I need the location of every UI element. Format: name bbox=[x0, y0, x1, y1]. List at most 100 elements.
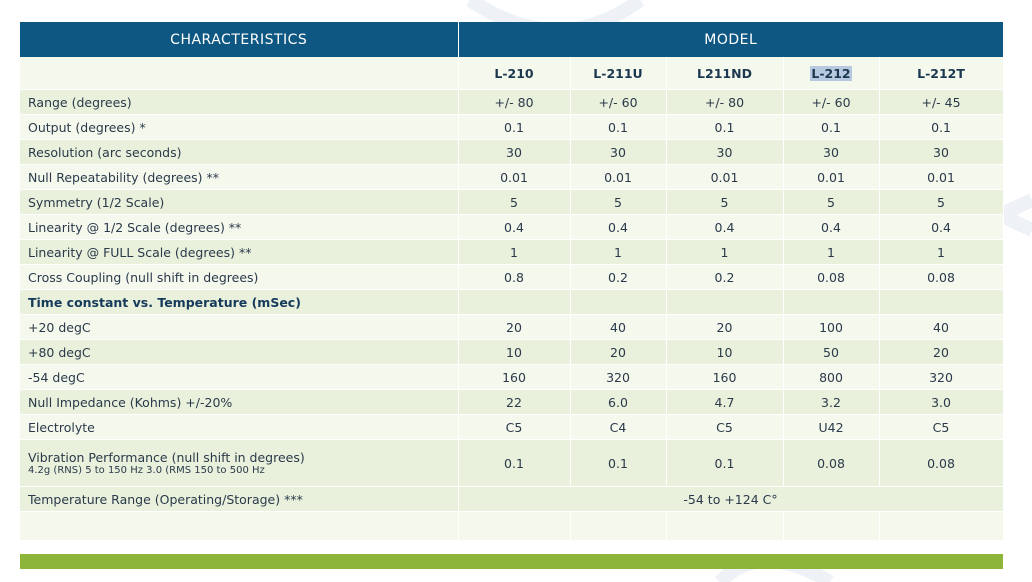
value-cell: 0.1 bbox=[879, 114, 1004, 140]
value-cell: 3.0 bbox=[879, 389, 1004, 415]
value-cell: 0.1 bbox=[783, 114, 880, 140]
value-cell: 0.08 bbox=[783, 264, 880, 290]
spec-table-container: CHARACTERISTICS MODEL L-210 L-211U L211N… bbox=[20, 22, 1004, 541]
row-label: Linearity @ 1/2 Scale (degrees) ** bbox=[20, 214, 459, 240]
row-sublabel: 4.2g (RNS) 5 to 150 Hz 3.0 (RMS 150 to 5… bbox=[28, 465, 265, 476]
value-cell: +/- 80 bbox=[458, 89, 571, 115]
value-cell: 0.4 bbox=[783, 214, 880, 240]
table-row: Electrolyte C5 C4 C5 U42 C5 bbox=[20, 414, 1004, 440]
value-cell: 20 bbox=[666, 314, 784, 340]
value-cell: 30 bbox=[879, 139, 1004, 165]
value-cell: 0.08 bbox=[879, 439, 1004, 487]
row-label: Null Repeatability (degrees) ** bbox=[20, 164, 459, 190]
value-cell bbox=[570, 289, 667, 315]
table-row: Symmetry (1/2 Scale) 5 5 5 5 5 bbox=[20, 189, 1004, 215]
row-label-text: Null Impedance (Kohms) +/-20% bbox=[28, 394, 233, 410]
model-names-row: L-210 L-211U L211ND L-212 L-212T bbox=[20, 57, 1004, 90]
row-label-text: Time constant vs. Temperature (mSec) bbox=[28, 294, 301, 310]
row-label-text: Output (degrees) * bbox=[28, 119, 146, 135]
table-row: +20 degC 20 40 20 100 40 bbox=[20, 314, 1004, 340]
temperature-range-row: Temperature Range (Operating/Storage) **… bbox=[20, 486, 1004, 512]
value-cell bbox=[879, 289, 1004, 315]
value-cell: 0.1 bbox=[458, 439, 571, 487]
value-cell: 5 bbox=[570, 189, 667, 215]
row-label: Cross Coupling (null shift in degrees) bbox=[20, 264, 459, 290]
empty-cell bbox=[666, 511, 784, 541]
row-label-text: Vibration Performance (null shift in deg… bbox=[28, 450, 305, 465]
value-cell: 5 bbox=[879, 189, 1004, 215]
value-cell: 0.01 bbox=[666, 164, 784, 190]
value-cell: C5 bbox=[666, 414, 784, 440]
row-label-text: Linearity @ FULL Scale (degrees) ** bbox=[28, 244, 252, 260]
model-name: L-211U bbox=[570, 57, 667, 90]
value-cell: +/- 60 bbox=[783, 89, 880, 115]
empty-cell bbox=[458, 511, 571, 541]
value-cell: 100 bbox=[783, 314, 880, 340]
model-name: L211ND bbox=[666, 57, 784, 90]
empty-cell bbox=[783, 511, 880, 541]
value-cell: 0.8 bbox=[458, 264, 571, 290]
footer-accent-bar bbox=[20, 554, 1003, 569]
value-cell bbox=[458, 289, 571, 315]
model-name-highlighted: L-212 bbox=[783, 57, 880, 90]
row-label: -54 degC bbox=[20, 364, 459, 390]
value-cell: 1 bbox=[783, 239, 880, 265]
value-cell: C5 bbox=[879, 414, 1004, 440]
value-cell: 1 bbox=[458, 239, 571, 265]
row-label-text: +80 degC bbox=[28, 344, 91, 360]
value-cell: 3.2 bbox=[783, 389, 880, 415]
row-label-text: Symmetry (1/2 Scale) bbox=[28, 194, 165, 210]
row-label: Symmetry (1/2 Scale) bbox=[20, 189, 459, 215]
row-label: Time constant vs. Temperature (mSec) bbox=[20, 289, 459, 315]
value-cell: 0.4 bbox=[458, 214, 571, 240]
spec-table: CHARACTERISTICS MODEL L-210 L-211U L211N… bbox=[20, 22, 1004, 541]
value-cell: 0.1 bbox=[570, 114, 667, 140]
row-label: +80 degC bbox=[20, 339, 459, 365]
row-label: Electrolyte bbox=[20, 414, 459, 440]
table-row: Linearity @ FULL Scale (degrees) ** 1 1 1 1 1 bbox=[20, 239, 1004, 265]
row-label: Linearity @ FULL Scale (degrees) ** bbox=[20, 239, 459, 265]
characteristics-header: CHARACTERISTICS bbox=[20, 22, 459, 57]
value-cell: 1 bbox=[879, 239, 1004, 265]
table-row: Linearity @ 1/2 Scale (degrees) ** 0.4 0.4… bbox=[20, 214, 1004, 240]
row-label: Null Impedance (Kohms) +/-20% bbox=[20, 389, 459, 415]
value-cell: C5 bbox=[458, 414, 571, 440]
row-label-text: Linearity @ 1/2 Scale (degrees) ** bbox=[28, 219, 242, 235]
value-cell: 22 bbox=[458, 389, 571, 415]
value-cell: 20 bbox=[570, 339, 667, 365]
value-cell: 10 bbox=[666, 339, 784, 365]
value-cell: 40 bbox=[570, 314, 667, 340]
value-cell: 0.08 bbox=[783, 439, 880, 487]
value-cell: 20 bbox=[458, 314, 571, 340]
value-cell: 0.4 bbox=[879, 214, 1004, 240]
empty-cell bbox=[20, 511, 459, 541]
model-header: MODEL bbox=[458, 22, 1004, 57]
value-cell: 30 bbox=[458, 139, 571, 165]
value-cell: 30 bbox=[783, 139, 880, 165]
value-cell: 160 bbox=[666, 364, 784, 390]
value-cell: 1 bbox=[666, 239, 784, 265]
value-cell: 0.4 bbox=[666, 214, 784, 240]
table-row: Output (degrees) * 0.1 0.1 0.1 0.1 0.1 bbox=[20, 114, 1004, 140]
value-cell: 0.01 bbox=[879, 164, 1004, 190]
value-cell: 320 bbox=[570, 364, 667, 390]
model-name: L-212T bbox=[879, 57, 1004, 90]
empty-cell bbox=[570, 511, 667, 541]
row-label-text: Range (degrees) bbox=[28, 94, 132, 110]
value-cell: +/- 45 bbox=[879, 89, 1004, 115]
row-label-text: Electrolyte bbox=[28, 419, 95, 435]
value-cell: 5 bbox=[666, 189, 784, 215]
model-name: L-210 bbox=[458, 57, 571, 90]
value-cell: 0.2 bbox=[570, 264, 667, 290]
value-cell: 0.1 bbox=[666, 114, 784, 140]
row-label-text: Null Repeatability (degrees) ** bbox=[28, 169, 220, 185]
value-cell: 10 bbox=[458, 339, 571, 365]
value-cell: 0.01 bbox=[783, 164, 880, 190]
value-cell: 0.2 bbox=[666, 264, 784, 290]
row-label: Output (degrees) * bbox=[20, 114, 459, 140]
row-label: Vibration Performance (null shift in deg… bbox=[20, 439, 459, 487]
value-cell: +/- 60 bbox=[570, 89, 667, 115]
row-label: +20 degC bbox=[20, 314, 459, 340]
table-row: Null Repeatability (degrees) ** 0.01 0.01 0… bbox=[20, 164, 1004, 190]
value-cell: 40 bbox=[879, 314, 1004, 340]
